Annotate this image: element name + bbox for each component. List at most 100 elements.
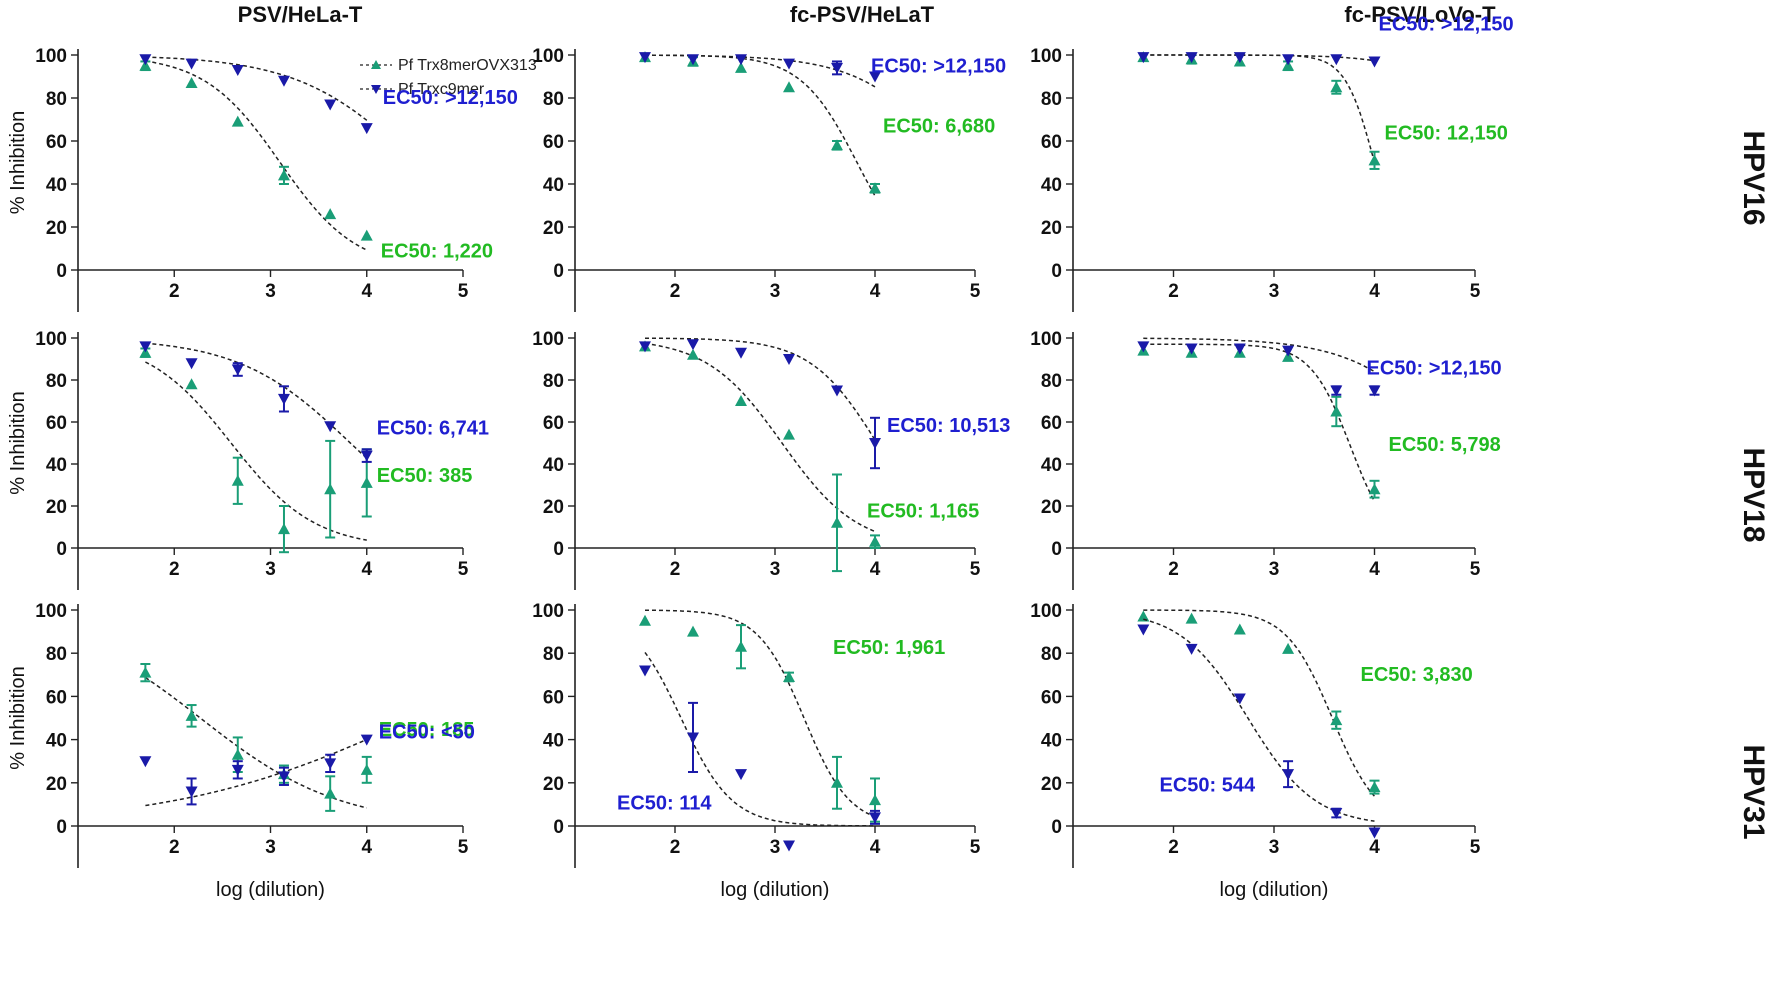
y-tick-label: 80 [46, 371, 67, 392]
panel-6: 0 20 40 60 80 100 2 3 4 5 EC50: 5,798 EC50: >12,150 [1030, 329, 1502, 590]
ec50-label: EC50: >12,150 [1379, 13, 1514, 35]
y-tick-label: 80 [1041, 371, 1062, 392]
data-point [1185, 643, 1198, 655]
y-tick-label: 60 [46, 413, 67, 434]
panel-1: 0 20 40 60 80 100 2 3 4 5 % Inhibition EC50: 1,220 E… [7, 46, 518, 312]
data-point [360, 450, 373, 462]
ec50-label: EC50: 385 [377, 465, 473, 487]
y-tick-label: 0 [553, 539, 564, 560]
row-label-3: HPV31 [1737, 744, 1770, 839]
y-tick-label: 60 [1041, 687, 1062, 708]
x-tick-label: 5 [458, 281, 469, 302]
data-point [869, 182, 881, 194]
data-point [1368, 56, 1381, 68]
data-point [831, 776, 843, 788]
y-tick-label: 0 [1051, 817, 1062, 838]
y-tick-label: 20 [543, 774, 564, 795]
y-tick-label: 20 [46, 497, 67, 518]
data-point [687, 625, 699, 637]
panel-3: 0 20 40 60 80 100 2 3 4 5 EC50: 12,150 EC50: >12,15… [1030, 13, 1514, 312]
ec50-label: EC50: >12,150 [871, 56, 1006, 78]
panel-5: 0 20 40 60 80 100 2 3 4 5 EC50: 1,165 EC50: 10,513 [532, 329, 1010, 590]
data-point [360, 734, 373, 746]
column-title-3: fc-PSV/LoVo-T [1344, 2, 1496, 27]
y-tick-label: 20 [1041, 218, 1062, 239]
legend-marker-a [371, 60, 381, 69]
y-tick-label: 100 [532, 46, 564, 67]
data-point [231, 764, 244, 776]
panel-2: 0 20 40 60 80 100 2 3 4 5 EC50: 6,680 EC50: >12,150 [532, 46, 1006, 312]
y-tick-label: 100 [1030, 329, 1062, 350]
data-point [360, 123, 373, 135]
y-tick-label: 80 [543, 371, 564, 392]
ec50-label: EC50: 1,220 [381, 241, 493, 263]
row-labels: HPV16 HPV18 HPV31 [1737, 130, 1770, 839]
y-tick-label: 20 [46, 774, 67, 795]
column-title-2: fc-PSV/HeLaT [790, 2, 935, 27]
x-tick-label: 2 [1168, 281, 1179, 302]
y-tick-label: 0 [1051, 539, 1062, 560]
data-point [1368, 827, 1381, 839]
x-tick-label: 5 [1470, 281, 1481, 302]
x-tick-label: 5 [1470, 837, 1481, 858]
legend-label-a: Pf Trx8merOVX313 [398, 57, 537, 74]
data-point [1233, 52, 1246, 64]
data-point [1282, 54, 1295, 66]
x-tick-label: 2 [670, 281, 681, 302]
ec50-label: EC50: 185 [379, 719, 475, 741]
data-point [687, 732, 699, 744]
y-tick-label: 80 [46, 89, 67, 110]
data-point [1330, 81, 1343, 93]
fit-curve [144, 676, 367, 809]
data-point [687, 339, 699, 351]
data-point [185, 76, 198, 88]
y-tick-label: 80 [543, 644, 564, 665]
y-axis-title: % Inhibition [7, 111, 29, 214]
y-tick-label: 0 [56, 539, 67, 560]
data-point [831, 139, 843, 151]
ec50-label: EC50: 10,513 [887, 415, 1010, 437]
data-point [1330, 385, 1343, 397]
data-point [277, 771, 290, 783]
series-trx8mer: EC50: 1,220 [139, 59, 493, 263]
data-point [1137, 610, 1150, 622]
data-point [324, 483, 337, 495]
fit-curve [1143, 54, 1376, 163]
data-point [735, 61, 747, 73]
row-label-1: HPV16 [1737, 130, 1770, 225]
data-point [783, 840, 795, 852]
y-tick-label: 20 [1041, 774, 1062, 795]
series-trxc9mer: EC50: 10,513 [639, 337, 1010, 470]
data-point [735, 395, 747, 406]
x-tick-label: 5 [458, 559, 469, 580]
ec50-label: EC50: <50 [379, 722, 475, 744]
x-tick-label: 4 [361, 281, 372, 302]
x-tick-label: 3 [770, 837, 781, 858]
data-point [277, 75, 290, 87]
y-tick-label: 40 [1041, 455, 1062, 476]
x-tick-label: 4 [1369, 559, 1380, 580]
x-axis-title: log (dilution) [216, 879, 325, 901]
panel-9: 0 20 40 60 80 100 2 3 4 5 log (dilution) EC50: 3,83… [1030, 601, 1480, 901]
data-point [1330, 405, 1343, 417]
series-trx8mer: EC50: 185 [139, 663, 475, 812]
data-point [1368, 483, 1381, 495]
series-trxc9mer: EC50: <50 [139, 722, 475, 807]
fit-curve [145, 60, 368, 251]
y-tick-label: 60 [543, 687, 564, 708]
data-point [185, 58, 198, 70]
data-point [831, 62, 843, 74]
x-tick-label: 3 [1269, 281, 1280, 302]
x-tick-label: 5 [970, 281, 981, 302]
data-point [735, 54, 747, 66]
data-point [869, 794, 881, 806]
x-tick-label: 2 [670, 559, 681, 580]
x-tick-label: 2 [169, 281, 180, 302]
ec50-label: EC50: 5,798 [1389, 434, 1501, 456]
data-point [831, 385, 843, 397]
series-trxc9mer: EC50: 114 [617, 651, 881, 852]
data-point [687, 54, 699, 66]
y-tick-label: 0 [553, 817, 564, 838]
fit-curve [644, 54, 876, 88]
data-point [1368, 154, 1381, 166]
